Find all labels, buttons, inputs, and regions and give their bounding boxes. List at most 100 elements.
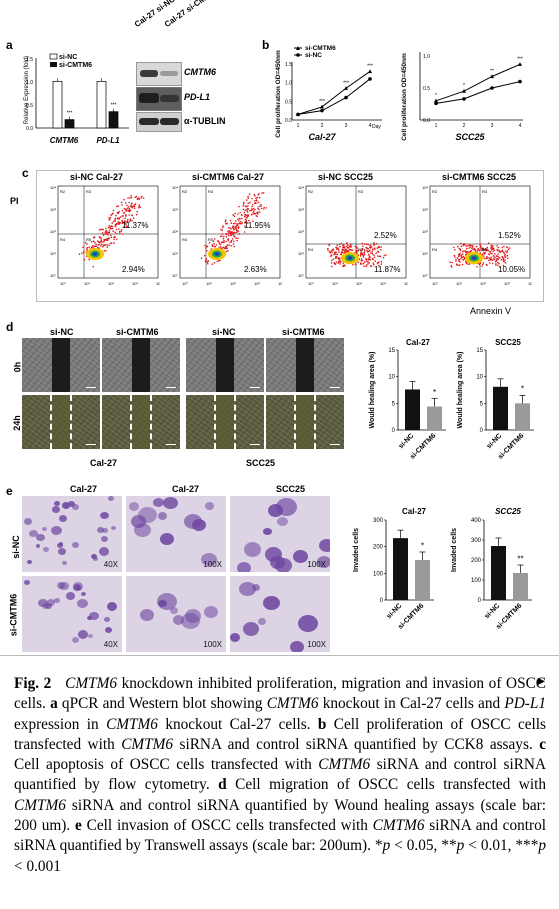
wound-gap bbox=[214, 395, 236, 449]
scale-bar bbox=[86, 443, 96, 445]
transwell-image-r1-c2: 100X bbox=[126, 496, 226, 572]
invaded-cell bbox=[73, 584, 81, 591]
point-si-NC bbox=[490, 86, 494, 90]
invaded-cell bbox=[129, 502, 139, 511]
x-axis-tick: 10³ bbox=[504, 281, 510, 286]
panel-label-c: c bbox=[22, 166, 29, 180]
wound-row-label-0h: 0h bbox=[12, 361, 23, 373]
x-axis-tick: 10² bbox=[356, 281, 362, 286]
point-si-CMTM6 bbox=[490, 74, 494, 79]
magnification-label: 100X bbox=[307, 560, 326, 569]
x-axis-tick: 10¹ bbox=[456, 281, 462, 286]
ytick: 0 bbox=[392, 428, 396, 434]
invaded-cell bbox=[317, 556, 330, 568]
gate-label: R2 bbox=[308, 189, 314, 194]
density-core bbox=[471, 256, 477, 260]
line-si-NC bbox=[297, 78, 371, 115]
y-axis-tick: 10¹ bbox=[50, 251, 56, 256]
xtick: 2 bbox=[321, 123, 324, 129]
xtick-label: si-NC bbox=[398, 432, 416, 450]
y-axis-tick: 10⁴ bbox=[172, 185, 178, 190]
ytick: 0.0 bbox=[285, 118, 292, 124]
sig-marker: ** bbox=[490, 68, 494, 74]
invaded-cell bbox=[78, 630, 88, 639]
invaded-cell bbox=[160, 533, 174, 545]
invaded-cell bbox=[72, 542, 79, 548]
wound-col-label-4: si-CMTM6 bbox=[282, 327, 325, 337]
ytick: 5 bbox=[392, 401, 396, 407]
wound-image-r2-c1 bbox=[22, 395, 100, 449]
invaded-cell bbox=[185, 609, 201, 623]
invaded-cell bbox=[62, 502, 70, 509]
point-si-NC bbox=[320, 108, 324, 113]
invaded-cell bbox=[104, 617, 110, 622]
invaded-cell bbox=[205, 502, 214, 510]
invaded-cell bbox=[24, 518, 32, 525]
scale-bar bbox=[330, 386, 340, 388]
invaded-cell bbox=[277, 517, 288, 526]
x-axis-tick: 10³ bbox=[254, 281, 260, 286]
panel-b-ylabel-left: Cell proliferation OD=450nm bbox=[275, 50, 282, 138]
transwell-image-r2-c2: 100X bbox=[126, 576, 226, 652]
sig-marker: * bbox=[435, 93, 437, 99]
blot-strip-tubulin bbox=[136, 112, 182, 132]
point-si-NC bbox=[368, 77, 372, 81]
svg-text:1.5: 1.5 bbox=[26, 57, 33, 63]
invaded-cell bbox=[91, 554, 97, 559]
bar-si-CMTM6 bbox=[515, 403, 530, 430]
lower-right-percent: 2.94% bbox=[122, 265, 145, 274]
invaded-cell bbox=[263, 596, 280, 610]
transwell-image-r2-c1: 40X bbox=[22, 576, 122, 652]
invaded-cell bbox=[101, 536, 108, 542]
invaded-cell bbox=[43, 547, 49, 552]
x-axis-tick: 10⁴ bbox=[156, 281, 160, 286]
magnification-label: 40X bbox=[103, 640, 118, 649]
panel-b-line-chart-cal27: Cell proliferation OD=450nm Day si-CMTM6… bbox=[275, 45, 382, 142]
xtick: 1 bbox=[297, 123, 300, 129]
invaded-cell bbox=[163, 497, 178, 509]
panel-a-ylabel: Relative Expression (fold) bbox=[24, 56, 30, 124]
wound-col-label-3: si-NC bbox=[212, 327, 236, 337]
invaded-cell bbox=[88, 634, 93, 638]
scale-bar bbox=[250, 443, 260, 445]
ytick: 10 bbox=[388, 375, 395, 381]
invaded-cell bbox=[140, 609, 154, 621]
invaded-cell bbox=[100, 512, 109, 519]
invaded-cell bbox=[66, 592, 75, 600]
x-axis-tick: 10³ bbox=[380, 281, 386, 286]
xtick-label: si-NC bbox=[486, 432, 504, 450]
gate-label: R4 bbox=[308, 247, 314, 252]
ytick: 100 bbox=[471, 578, 482, 584]
invaded-cell bbox=[42, 603, 49, 609]
invaded-cell bbox=[57, 582, 65, 589]
invaded-cell bbox=[319, 539, 330, 552]
x-axis-tick: 10¹ bbox=[206, 281, 212, 286]
wound-gap bbox=[294, 395, 316, 449]
invaded-cell bbox=[170, 607, 178, 614]
ytick: 1.0 bbox=[423, 54, 430, 60]
invaded-cell bbox=[24, 580, 30, 585]
gate-label: R3 bbox=[86, 189, 92, 194]
sig-marker: * bbox=[421, 541, 424, 550]
x-axis-tick: 10° bbox=[308, 281, 314, 286]
x-axis-tick: 10⁴ bbox=[528, 281, 532, 286]
ytick: 200 bbox=[471, 558, 482, 564]
invaded-cell bbox=[59, 515, 67, 522]
flow-title-4: si-CMTM6 SCC25 bbox=[442, 172, 517, 182]
x-axis-tick: 10² bbox=[230, 281, 236, 286]
gate-label: R4 bbox=[432, 247, 438, 252]
ytick: 1.0 bbox=[285, 81, 292, 87]
x-axis-tick: 10⁴ bbox=[278, 281, 282, 286]
y-axis-tick: 10° bbox=[172, 273, 178, 278]
xtick: 2 bbox=[463, 123, 466, 129]
x-axis-tick: 10° bbox=[60, 281, 66, 286]
sig-marker: * bbox=[463, 83, 465, 89]
point-si-CMTM6 bbox=[462, 89, 466, 93]
ytick: 1.5 bbox=[285, 62, 292, 68]
transwell-row-label-si-cmtm6: si-CMTM6 bbox=[8, 593, 19, 637]
transwell-image-r1-c3: 100X bbox=[230, 496, 330, 572]
upper-right-percent: 11.37% bbox=[122, 221, 149, 230]
panel-a-bar-chart: Relative Expression (fold) 0.0 0.5 1.0 1… bbox=[24, 53, 129, 145]
invaded-cell bbox=[258, 618, 266, 625]
invaded-cell bbox=[93, 557, 98, 561]
